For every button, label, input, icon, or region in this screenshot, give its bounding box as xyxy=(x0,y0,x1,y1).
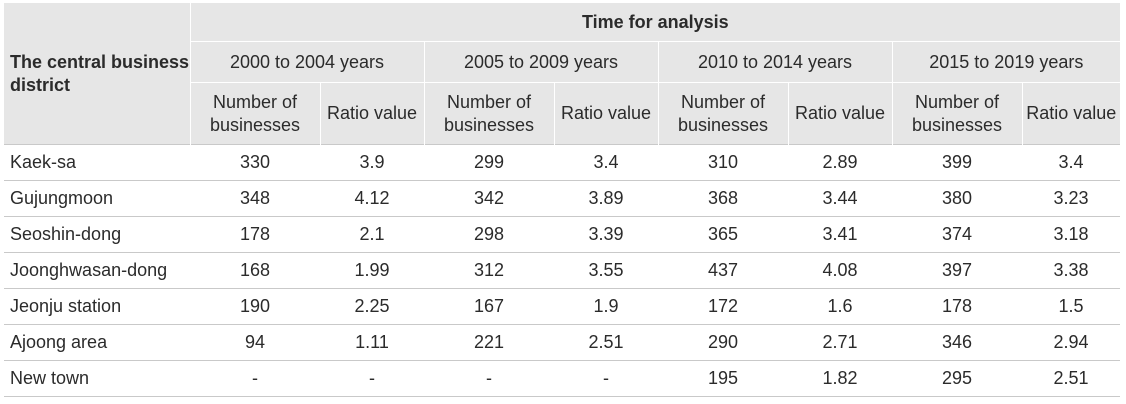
ratio-cell: 3.18 xyxy=(1022,216,1121,253)
col-header-businesses: Number of businesses xyxy=(423,82,554,145)
ratio-cell: 3.89 xyxy=(554,180,658,217)
ratio-cell: - xyxy=(320,360,424,397)
district-cell: Seoshin-dong xyxy=(4,216,190,253)
period-header: 2005 to 2009 years xyxy=(423,41,658,83)
businesses-cell: 298 xyxy=(424,216,554,253)
district-cell: Jeonju station xyxy=(4,288,190,325)
ratio-cell: 1.6 xyxy=(788,288,892,325)
ratio-cell: 3.23 xyxy=(1022,180,1121,217)
businesses-cell: 399 xyxy=(892,144,1022,181)
table-row: Ajoong area 94 1.11 221 2.51 290 2.71 346 2.94 xyxy=(4,324,1121,361)
businesses-cell: 374 xyxy=(892,216,1022,253)
ratio-cell: 2.71 xyxy=(788,324,892,361)
businesses-cell: 310 xyxy=(658,144,788,181)
ratio-cell: 3.9 xyxy=(320,144,424,181)
table-row: Jeonju station 190 2.25 167 1.9 172 1.6 178 1.5 xyxy=(4,288,1121,325)
table-row: Joonghwasan-dong 168 1.99 312 3.55 437 4.08 397… xyxy=(4,252,1121,289)
businesses-cell: 365 xyxy=(658,216,788,253)
col-header-ratio: Ratio value xyxy=(553,82,658,145)
ratio-cell: 1.99 xyxy=(320,252,424,289)
businesses-cell: 299 xyxy=(424,144,554,181)
col-header-businesses: Number of businesses xyxy=(891,82,1022,145)
ratio-cell: 4.12 xyxy=(320,180,424,217)
businesses-cell: 178 xyxy=(190,216,320,253)
ratio-cell: 3.41 xyxy=(788,216,892,253)
ratio-cell: - xyxy=(554,360,658,397)
businesses-cell: 168 xyxy=(190,252,320,289)
businesses-cell: 342 xyxy=(424,180,554,217)
table-header: The central business district Time for a… xyxy=(4,3,1121,145)
period-header: 2010 to 2014 years xyxy=(657,41,892,83)
ratio-cell: 3.55 xyxy=(554,252,658,289)
businesses-cell: 312 xyxy=(424,252,554,289)
col-header-businesses: Number of businesses xyxy=(657,82,788,145)
businesses-cell: 397 xyxy=(892,252,1022,289)
ratio-cell: 2.51 xyxy=(554,324,658,361)
businesses-cell: 290 xyxy=(658,324,788,361)
ratio-cell: 2.25 xyxy=(320,288,424,325)
district-cell: Ajoong area xyxy=(4,324,190,361)
ratio-cell: 2.94 xyxy=(1022,324,1121,361)
col-header-businesses: Number of businesses xyxy=(189,82,320,145)
businesses-cell: - xyxy=(190,360,320,397)
businesses-cell: 190 xyxy=(190,288,320,325)
table-body: Kaek-sa 330 3.9 299 3.4 310 2.89 399 3.4 Gujungmo… xyxy=(4,144,1121,397)
businesses-cell: 380 xyxy=(892,180,1022,217)
businesses-cell: 195 xyxy=(658,360,788,397)
time-for-analysis-header: Time for analysis xyxy=(189,3,1121,42)
ratio-cell: 3.4 xyxy=(1022,144,1121,181)
district-cell: Joonghwasan-dong xyxy=(4,252,190,289)
businesses-cell: 167 xyxy=(424,288,554,325)
businesses-cell: 330 xyxy=(190,144,320,181)
col-header-ratio: Ratio value xyxy=(787,82,892,145)
col-header-ratio: Ratio value xyxy=(1021,82,1121,145)
table-row: Kaek-sa 330 3.9 299 3.4 310 2.89 399 3.4 xyxy=(4,144,1121,181)
ratio-cell: 2.51 xyxy=(1022,360,1121,397)
district-cell: New town xyxy=(4,360,190,397)
ratio-cell: 1.82 xyxy=(788,360,892,397)
businesses-cell: 368 xyxy=(658,180,788,217)
period-header: 2000 to 2004 years xyxy=(189,41,424,83)
table-row: Seoshin-dong 178 2.1 298 3.39 365 3.41 374 3.18 xyxy=(4,216,1121,253)
businesses-cell: 94 xyxy=(190,324,320,361)
ratio-cell: 3.4 xyxy=(554,144,658,181)
ratio-cell: 1.5 xyxy=(1022,288,1121,325)
ratio-cell: 4.08 xyxy=(788,252,892,289)
ratio-cell: 2.1 xyxy=(320,216,424,253)
corner-header: The central business district xyxy=(4,3,190,145)
period-header: 2015 to 2019 years xyxy=(891,41,1121,83)
ratio-cell: 3.39 xyxy=(554,216,658,253)
district-cell: Gujungmoon xyxy=(4,180,190,217)
col-header-ratio: Ratio value xyxy=(319,82,424,145)
businesses-cell: 221 xyxy=(424,324,554,361)
ratio-cell: 2.89 xyxy=(788,144,892,181)
district-cell: Kaek-sa xyxy=(4,144,190,181)
businesses-cell: 172 xyxy=(658,288,788,325)
ratio-cell: 3.44 xyxy=(788,180,892,217)
table-row: Gujungmoon 348 4.12 342 3.89 368 3.44 380 3.23 xyxy=(4,180,1121,217)
business-district-table: The central business district Time for a… xyxy=(4,3,1121,397)
businesses-cell: - xyxy=(424,360,554,397)
businesses-cell: 348 xyxy=(190,180,320,217)
ratio-cell: 1.11 xyxy=(320,324,424,361)
data-table-container: The central business district Time for a… xyxy=(4,3,1121,397)
ratio-cell: 1.9 xyxy=(554,288,658,325)
ratio-cell: 3.38 xyxy=(1022,252,1121,289)
businesses-cell: 178 xyxy=(892,288,1022,325)
businesses-cell: 346 xyxy=(892,324,1022,361)
businesses-cell: 437 xyxy=(658,252,788,289)
businesses-cell: 295 xyxy=(892,360,1022,397)
table-row: New town - - - -195 1.82 295 2.51 xyxy=(4,360,1121,397)
